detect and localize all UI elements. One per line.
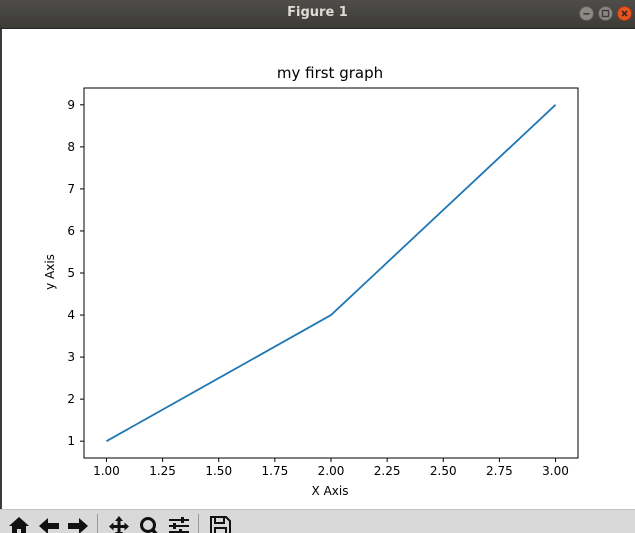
- x-tick-label: 1.75: [262, 464, 289, 478]
- title-bar[interactable]: Figure 1: [0, 0, 635, 29]
- toolbar-separator: [198, 514, 199, 533]
- y-tick-label: 7: [67, 182, 75, 196]
- x-tick-label: 2.25: [374, 464, 401, 478]
- arrow-left-icon: [39, 518, 59, 533]
- home-icon: [9, 517, 29, 533]
- arrow-right-icon: [68, 518, 88, 533]
- minimize-icon[interactable]: [579, 6, 594, 21]
- pan-button[interactable]: [106, 514, 132, 533]
- zoom-button[interactable]: [136, 514, 162, 533]
- close-icon[interactable]: [617, 6, 632, 21]
- x-tick-label: 2.75: [486, 464, 513, 478]
- forward-button[interactable]: [65, 514, 91, 533]
- save-button[interactable]: [207, 514, 233, 533]
- x-tick-label: 2.00: [318, 464, 345, 478]
- y-tick-label: 5: [67, 266, 75, 280]
- y-tick-label: 4: [67, 308, 75, 322]
- series-line: [106, 104, 557, 442]
- x-tick-label: 1.25: [149, 464, 176, 478]
- chart-title: my first graph: [277, 64, 383, 82]
- floppy-disk-icon: [210, 516, 231, 533]
- window-title: Figure 1: [287, 5, 348, 20]
- window-border: [0, 29, 2, 509]
- navigation-toolbar: [0, 509, 635, 533]
- home-button[interactable]: [6, 514, 32, 533]
- move-icon: [109, 516, 129, 533]
- back-button[interactable]: [36, 514, 62, 533]
- figure-canvas[interactable]: my first graph 1.00 1.25 1.50 1.75 2.00 2.25 2…: [2, 29, 635, 509]
- y-axis-label: y Axis: [43, 254, 57, 290]
- x-tick-label: 2.50: [430, 464, 457, 478]
- magnifier-icon: [140, 517, 158, 533]
- toolbar-separator: [97, 514, 98, 533]
- plot-frame: [83, 87, 579, 459]
- sliders-icon: [169, 517, 189, 533]
- y-tick-label: 6: [67, 224, 75, 238]
- y-tick-label: 8: [67, 140, 75, 154]
- x-tick-label: 3.00: [542, 464, 569, 478]
- x-tick-label: 1.50: [205, 464, 232, 478]
- axes: 1.00 1.25 1.50 1.75 2.00 2.25 2.50 2.75 3.00 1 2 3 4…: [67, 87, 579, 478]
- line-chart: my first graph 1.00 1.25 1.50 1.75 2.00 2.25 2…: [43, 64, 579, 498]
- configure-subplots-button[interactable]: [166, 514, 192, 533]
- x-tick-label: 1.00: [93, 464, 120, 478]
- y-tick-label: 1: [67, 434, 75, 448]
- x-axis-label: X Axis: [312, 484, 349, 498]
- y-tick-label: 3: [67, 350, 75, 364]
- maximize-icon[interactable]: [598, 6, 613, 21]
- y-tick-label: 2: [67, 392, 75, 406]
- y-tick-label: 9: [67, 98, 75, 112]
